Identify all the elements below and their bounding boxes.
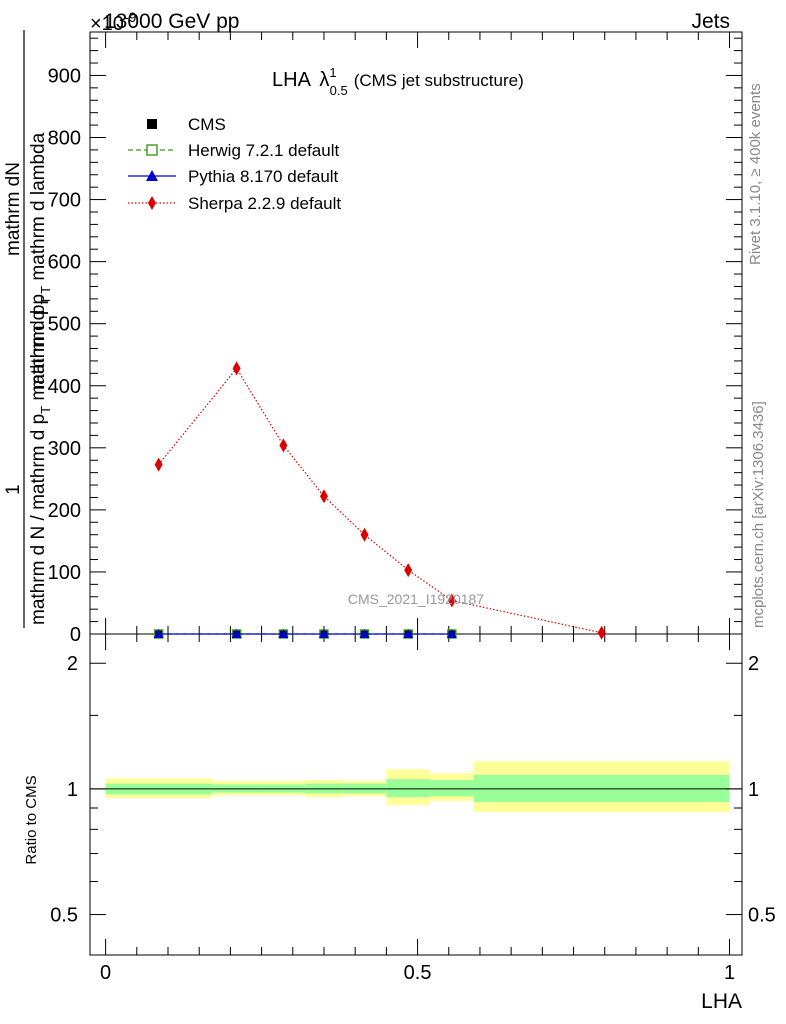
main-y-tick-label: 900: [48, 65, 81, 87]
data-point-pythia: [231, 629, 242, 638]
ratio-y-tick-label-right: 2: [748, 653, 759, 675]
mcplots-label: mcplots.cern.ch [arXiv:1306.3436]: [750, 401, 767, 628]
series-line-sherpa: [158, 367, 602, 634]
legend-label-sherpa: Sherpa 2.2.9 default: [188, 194, 341, 213]
main-y-tick-label: 400: [48, 376, 81, 398]
legend-label-pythia: Pythia 8.170 default: [188, 167, 339, 186]
main-y-axis-label: mathrm d N / mathrm d pT mathrm d pT 1 m…: [3, 30, 53, 628]
ratio-x-tick-label: 0.5: [404, 962, 432, 984]
data-point-sherpa: [404, 563, 413, 578]
cms-marker-icon: [147, 119, 157, 129]
legend-label-herwig: Herwig 7.2.1 default: [188, 141, 339, 160]
legend: CMS Herwig 7.2.1 default Pythia 8.170 de…: [128, 115, 341, 213]
ratio-y-tick-label-left: 2: [67, 653, 78, 675]
main-x-axis-ticks: [105, 32, 731, 634]
ratio-y-tick-label-left: 1: [67, 779, 78, 801]
ratio-y-axis-label: Ratio to CMS: [23, 775, 40, 864]
x-axis-label: LHA: [701, 990, 742, 1013]
y-label-left-numerator: 1: [3, 484, 24, 495]
main-y-tick-label: 600: [48, 252, 81, 274]
data-point-sherpa: [447, 593, 456, 608]
data-point-pythia: [403, 629, 414, 638]
ratio-y-tick-label-right: 1: [748, 779, 759, 801]
data-point-pythia: [359, 629, 370, 638]
main-y-tick-label: 500: [48, 314, 81, 336]
data-point-sherpa: [597, 625, 606, 640]
header-jets: Jets: [691, 10, 730, 33]
legend-entry-sherpa: Sherpa 2.2.9 default: [128, 194, 341, 213]
ratio-y-tick-label-right: 0.5: [748, 905, 776, 927]
ratio-y-tick-label-left: 0.5: [50, 905, 78, 927]
header-energy: 13000 GeV pp: [104, 10, 239, 33]
ratio-x-axis: 0 0.5 1: [100, 634, 735, 984]
sherpa-marker-icon: [148, 196, 156, 210]
rivet-label: Rivet 3.1.10, ≥ 400k events: [747, 83, 764, 265]
legend-label-cms: CMS: [188, 115, 226, 134]
main-y-tick-label: 0: [70, 624, 81, 646]
series-layer: [153, 361, 606, 640]
data-point-sherpa: [279, 438, 288, 453]
main-y-tick-label: 300: [48, 438, 81, 460]
main-y-tick-label: 100: [48, 562, 81, 584]
y-label-denominator: mathrm d pT mathrm d lambda: [28, 132, 53, 390]
data-point-pythia: [278, 629, 289, 638]
analysis-watermark: CMS_2021_I1920187: [348, 591, 484, 607]
main-y-axis: 0 100 200 300 400 500 600 700 800 900: [48, 37, 742, 646]
legend-entry-herwig: Herwig 7.2.1 default: [128, 141, 339, 160]
legend-entry-pythia: Pythia 8.170 default: [128, 167, 339, 186]
exponent-label: ×10-9: [90, 9, 137, 35]
ratio-y-axis: 0.5 0.5 1 1 2 2: [50, 653, 776, 926]
data-point-sherpa: [360, 527, 369, 542]
ratio-x-tick-label: 1: [724, 962, 735, 984]
data-point-sherpa: [232, 361, 241, 376]
main-y-tick-label: 700: [48, 190, 81, 212]
data-point-pythia: [318, 629, 329, 638]
y-label-numerator: mathrm dN: [3, 162, 24, 256]
ratio-x-tick-label: 0: [100, 962, 111, 984]
legend-entry-cms: CMS: [147, 115, 226, 134]
ratio-stat-band-6: [430, 780, 474, 797]
main-y-tick-label: 200: [48, 500, 81, 522]
data-point-pythia: [446, 629, 457, 638]
ratio-stat-band-5: [386, 779, 431, 798]
data-point-sherpa: [154, 457, 163, 472]
data-point-sherpa: [319, 489, 328, 504]
herwig-marker-icon: [146, 144, 158, 156]
plot-title: LHA λ1 0.5(CMS jet substructure): [272, 65, 524, 98]
ratio-uncertainty-bands: [105, 761, 730, 813]
data-point-pythia: [153, 629, 164, 638]
y-label-left-denominator: mathrm d N / mathrm d pT mathrm d pT: [28, 297, 53, 626]
main-y-tick-label: 800: [48, 128, 81, 150]
pythia-marker-icon: [146, 170, 158, 181]
